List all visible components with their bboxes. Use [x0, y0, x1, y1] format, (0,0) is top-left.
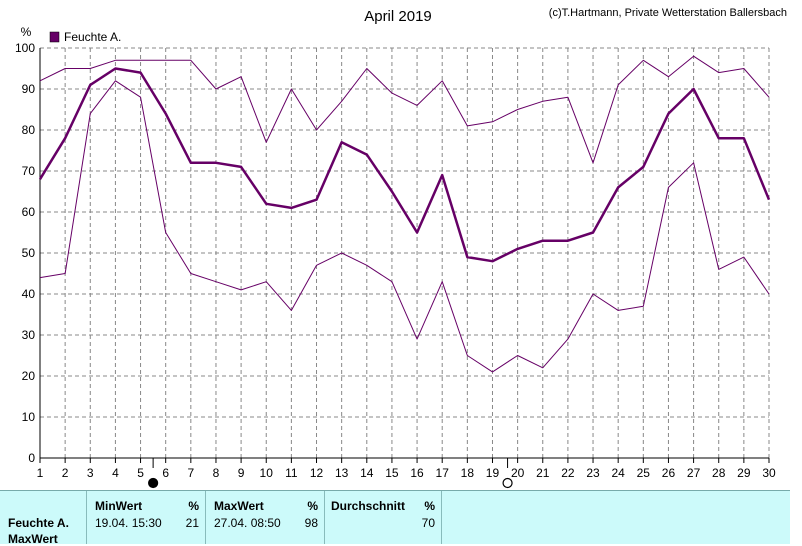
x-tick-label: 9	[238, 466, 245, 480]
x-tick-label: 1	[37, 466, 44, 480]
x-tick-label: 20	[511, 466, 525, 480]
y-tick-label: 40	[22, 287, 36, 301]
copyright-text: (c)T.Hartmann, Private Wetterstation Bal…	[549, 7, 787, 19]
max-cell: MaxWert % 27.04. 08:50 98	[205, 491, 324, 544]
y-tick-label: 50	[22, 246, 36, 260]
row-name-2: MaxWert	[8, 532, 58, 546]
x-tick-label: 23	[586, 466, 600, 480]
x-tick-label: 21	[536, 466, 550, 480]
moon-full-icon	[502, 477, 513, 489]
x-tick-label: 17	[436, 466, 450, 480]
x-tick-label: 25	[637, 466, 651, 480]
x-tick-label: 5	[137, 466, 144, 480]
avg-unit: %	[424, 499, 435, 513]
min-unit: %	[188, 499, 199, 513]
x-tick-label: 15	[385, 466, 399, 480]
series-line-avg	[38, 67, 771, 263]
x-tick-label: 12	[310, 466, 324, 480]
empty-cell	[441, 491, 791, 544]
x-tick-label: 19	[486, 466, 500, 480]
y-tick-label: 20	[22, 369, 36, 383]
x-tick-label: 29	[737, 466, 751, 480]
x-tick-label: 24	[611, 466, 625, 480]
avg-value: 70	[421, 516, 435, 530]
x-tick-label: 22	[561, 466, 575, 480]
x-tick-label: 4	[112, 466, 119, 480]
stats-footer: Feuchte A. MaxWert MinWert % 19.04. 15:3…	[0, 490, 791, 546]
max-value: 98	[304, 516, 318, 530]
x-tick-label: 8	[213, 466, 220, 480]
max-date: 27.04. 08:50	[214, 516, 281, 530]
x-tick-label: 30	[762, 466, 776, 480]
y-tick-label: 60	[22, 205, 36, 219]
x-tick-label: 13	[335, 466, 349, 480]
max-unit: %	[307, 499, 318, 513]
axes	[39, 48, 770, 489]
series-line-min	[39, 80, 770, 373]
chart-area: April 2019 (c)T.Hartmann, Private Wetter…	[15, 7, 787, 489]
y-tick-label: 10	[22, 410, 36, 424]
x-tick-label: 10	[260, 466, 274, 480]
y-tick-label: 90	[22, 82, 36, 96]
y-tick-label: 30	[22, 328, 36, 342]
y-tick-label: 70	[22, 164, 36, 178]
x-tick-label: 28	[712, 466, 726, 480]
x-tick-label: 2	[62, 466, 69, 480]
legend-label: Feuchte A.	[64, 30, 121, 44]
y-tick-label: 0	[28, 451, 35, 465]
min-value: 21	[185, 516, 199, 530]
series-line-max	[39, 55, 770, 164]
avg-label: Durchschnitt	[331, 499, 406, 513]
max-label: MaxWert	[214, 499, 264, 513]
x-tick-label: 7	[187, 466, 194, 480]
legend-swatch	[49, 31, 60, 43]
x-tick-label: 27	[687, 466, 701, 480]
x-tick-label: 3	[87, 466, 94, 480]
avg-cell: Durchschnitt % 70	[324, 491, 441, 544]
y-tick-label: 80	[22, 123, 36, 137]
min-cell: MinWert % 19.04. 15:30 21	[86, 491, 205, 544]
y-tick-label: 100	[15, 41, 35, 55]
x-tick-label: 18	[461, 466, 475, 480]
min-label: MinWert	[95, 499, 143, 513]
moon-new-icon	[148, 477, 159, 489]
x-tick-label: 11	[285, 466, 298, 480]
x-tick-label: 14	[360, 466, 374, 480]
x-tick-label: 26	[662, 466, 676, 480]
min-date: 19.04. 15:30	[95, 516, 162, 530]
y-axis-unit: %	[21, 25, 32, 39]
row-name: Feuchte A.	[8, 516, 69, 530]
x-tick-label: 16	[410, 466, 424, 480]
chart-title: April 2019	[364, 8, 432, 25]
series-lines	[38, 55, 771, 373]
x-tick-label: 6	[162, 466, 169, 480]
gridlines	[40, 47, 770, 458]
